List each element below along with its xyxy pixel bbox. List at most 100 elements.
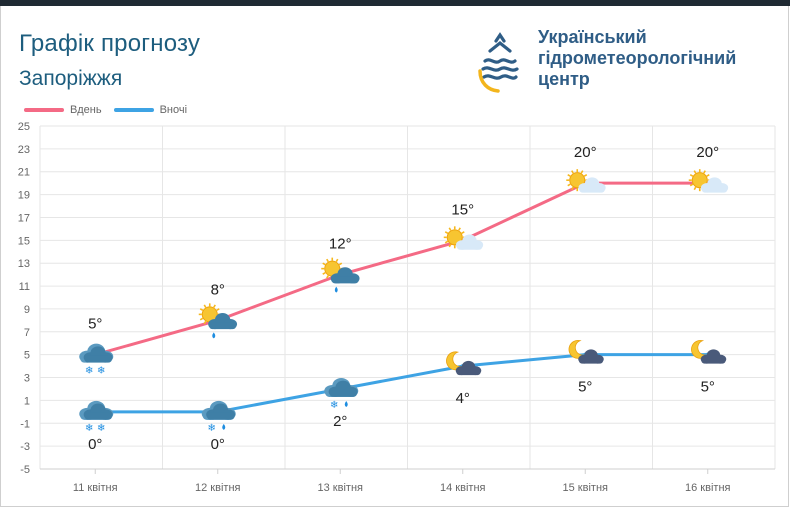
y-tick-label: 17 bbox=[18, 212, 30, 224]
city-title: Запоріжжя bbox=[19, 67, 123, 90]
snowflake-glyph: ❄ bbox=[97, 423, 105, 434]
y-tick-label: 19 bbox=[18, 190, 30, 202]
sun-cloud-rain-icon bbox=[198, 303, 238, 339]
sun-ray bbox=[693, 186, 697, 191]
snowflake-glyph: ❄ bbox=[85, 366, 93, 377]
cloud-part bbox=[579, 186, 605, 193]
cloud-snow-icon: ❄ ❄ bbox=[79, 400, 114, 434]
sun-ray bbox=[322, 271, 326, 275]
cloud-snow-rain-icon: ❄ ❄ bbox=[79, 343, 114, 377]
data-label: 5° bbox=[88, 316, 102, 333]
data-label: 20° bbox=[696, 144, 719, 161]
top-bar bbox=[0, 0, 790, 6]
data-label: 8° bbox=[211, 281, 225, 298]
sun-ray bbox=[338, 262, 343, 266]
rain-drop bbox=[222, 423, 226, 430]
legend-item-day[interactable]: Вдень bbox=[24, 104, 102, 116]
sun-ray bbox=[448, 227, 452, 231]
y-tick-label: 3 bbox=[24, 373, 30, 385]
data-label: 2° bbox=[333, 413, 347, 430]
data-label: 12° bbox=[329, 236, 352, 253]
sun-ray bbox=[567, 183, 571, 187]
y-tick-label: 1 bbox=[24, 395, 30, 407]
sun-cloud-icon bbox=[566, 169, 606, 193]
cloud-rain-snow-icon: ❄ bbox=[201, 400, 236, 434]
rain-drop bbox=[344, 400, 348, 407]
sun-ray bbox=[322, 262, 326, 266]
sun-ray bbox=[571, 170, 574, 174]
sun-ray bbox=[213, 304, 216, 308]
sun-ray bbox=[706, 173, 710, 177]
sun-ray bbox=[326, 275, 329, 279]
data-label: 15° bbox=[451, 201, 474, 218]
legend-item-night[interactable]: Вночі bbox=[113, 104, 188, 116]
y-tick-label: 9 bbox=[24, 304, 30, 316]
data-label: 20° bbox=[574, 144, 597, 161]
rain-drop bbox=[334, 286, 338, 293]
series-line bbox=[95, 353, 708, 414]
sun-ray bbox=[216, 308, 220, 312]
cloud-part bbox=[84, 355, 112, 363]
y-tick-label: 21 bbox=[18, 167, 30, 179]
legend-swatch-day bbox=[24, 108, 64, 112]
y-tick-label: -3 bbox=[20, 441, 30, 453]
legend-label-night: Вночі bbox=[159, 104, 188, 116]
moon-cloud-icon bbox=[568, 339, 604, 364]
grid: 25 23 21 19 17 15 13 11 9 7 5 3 1 -1 -3 -5 bbox=[18, 121, 776, 476]
x-tick-label: 13 квітня bbox=[318, 482, 364, 494]
org-name: Український гідрометеорологічний центр bbox=[538, 27, 736, 90]
moon-cloud-icon bbox=[691, 339, 727, 364]
cloud-part bbox=[207, 412, 235, 420]
x-tick-label: 15 квітня bbox=[563, 482, 609, 494]
sun-ray bbox=[458, 227, 461, 231]
data-label: 5° bbox=[701, 379, 715, 396]
cloud-part bbox=[701, 186, 728, 193]
data-label: 0° bbox=[211, 436, 225, 453]
y-tick-label: 23 bbox=[18, 144, 30, 156]
snowflake-glyph: ❄ bbox=[85, 423, 93, 434]
moon-cloud-icon bbox=[446, 351, 482, 376]
cloud-part bbox=[329, 389, 357, 397]
series-day bbox=[93, 181, 710, 357]
y-tick-label: 5 bbox=[24, 350, 30, 362]
series-line bbox=[94, 181, 708, 357]
sun-ray bbox=[203, 304, 207, 308]
sun-cloud-icon bbox=[688, 169, 729, 193]
ugmc-logo-icon bbox=[478, 32, 519, 93]
sun-cloud-rain-icon bbox=[321, 257, 360, 293]
sun-ray bbox=[444, 231, 449, 235]
org-name-line-1: Український bbox=[538, 27, 647, 47]
y-tick-label: 13 bbox=[18, 258, 30, 270]
y-tick-label: 11 bbox=[19, 281, 30, 293]
snowflake-glyph: ❄ bbox=[208, 423, 216, 434]
x-tick-label: 16 квітня bbox=[685, 482, 731, 494]
cloud-part bbox=[209, 322, 237, 330]
sun-disc bbox=[446, 229, 463, 246]
data-label: 5° bbox=[578, 379, 592, 396]
x-tick-label: 12 квітня bbox=[195, 482, 241, 494]
cloud-part bbox=[456, 243, 483, 250]
snowflake-glyph: ❄ bbox=[97, 366, 105, 377]
x-tick-label: 11 квітня bbox=[73, 482, 118, 494]
snowflake-glyph: ❄ bbox=[330, 400, 338, 411]
y-tick-label: 25 bbox=[18, 121, 30, 133]
page-title: Графік прогнозу bbox=[19, 30, 201, 57]
cloud-part bbox=[579, 357, 603, 364]
sun-ray bbox=[335, 258, 339, 263]
sun-disc bbox=[691, 172, 708, 189]
legend-label-day: Вдень bbox=[70, 104, 102, 116]
series-night bbox=[93, 352, 710, 414]
sun-ray bbox=[448, 243, 452, 248]
sun-ray bbox=[571, 186, 574, 191]
cloud-part bbox=[701, 357, 726, 364]
y-tick-label: -1 bbox=[20, 418, 30, 430]
sun-disc bbox=[569, 172, 586, 189]
sun-ray bbox=[567, 173, 571, 177]
sun-ray bbox=[199, 308, 204, 312]
y-tick-label: 7 bbox=[24, 327, 30, 339]
sun-ray bbox=[689, 173, 694, 177]
cloud-part bbox=[84, 412, 112, 420]
chart-frame bbox=[0, 6, 789, 507]
sun-ray bbox=[461, 231, 465, 235]
